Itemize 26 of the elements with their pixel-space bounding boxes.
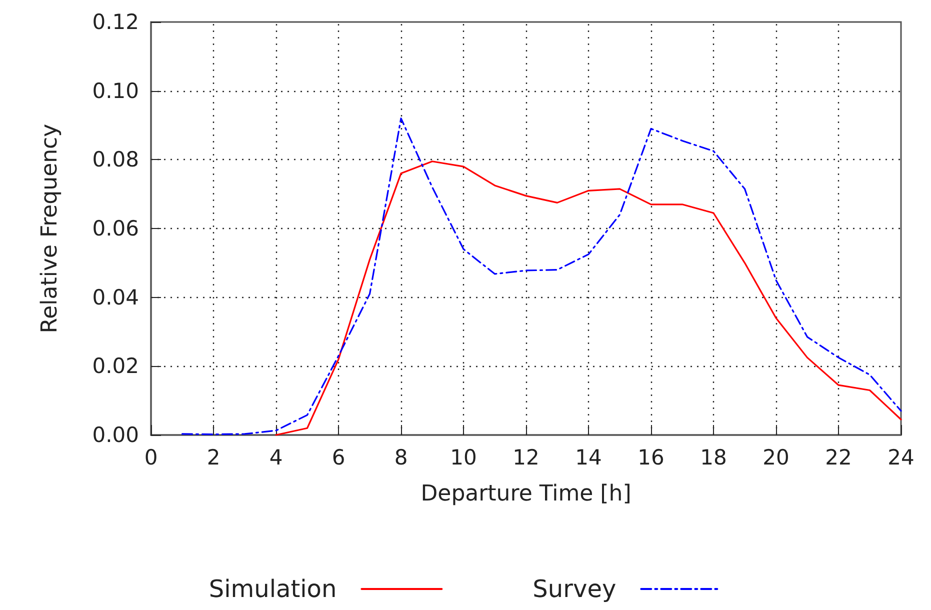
x-axis-title: Departure Time [h] bbox=[420, 482, 632, 506]
x-tick-label: 18 bbox=[700, 446, 727, 470]
line-series bbox=[181, 118, 902, 436]
y-tick-label: 0.02 bbox=[92, 354, 139, 378]
y-tick-label: 0.04 bbox=[92, 285, 139, 310]
x-tick-label: 2 bbox=[206, 446, 220, 470]
y-axis-title: Relative Frequency bbox=[38, 124, 62, 334]
x-tick-label: 14 bbox=[575, 446, 602, 470]
x-tick-label: 8 bbox=[394, 446, 408, 470]
y-tick-label: 0.12 bbox=[92, 10, 139, 34]
line-series bbox=[275, 160, 902, 436]
x-tick-label: 4 bbox=[269, 446, 283, 470]
x-tick-label: 16 bbox=[638, 446, 664, 470]
x-tick-label: 10 bbox=[450, 446, 477, 470]
x-tick-label: 24 bbox=[888, 446, 914, 470]
x-tick-label: 22 bbox=[825, 446, 852, 470]
x-tick-label: 20 bbox=[762, 446, 790, 470]
x-tick-label: 12 bbox=[512, 446, 540, 470]
y-tick-label: 0.00 bbox=[92, 423, 139, 447]
x-tick-label: 0 bbox=[144, 446, 158, 470]
legend-label: Survey bbox=[532, 575, 616, 603]
y-tick-label: 0.08 bbox=[92, 148, 139, 172]
legend-label: Simulation bbox=[208, 575, 337, 603]
y-tick-label: 0.10 bbox=[92, 78, 139, 103]
y-tick-label: 0.06 bbox=[92, 216, 139, 240]
x-tick-label: 6 bbox=[332, 446, 346, 470]
